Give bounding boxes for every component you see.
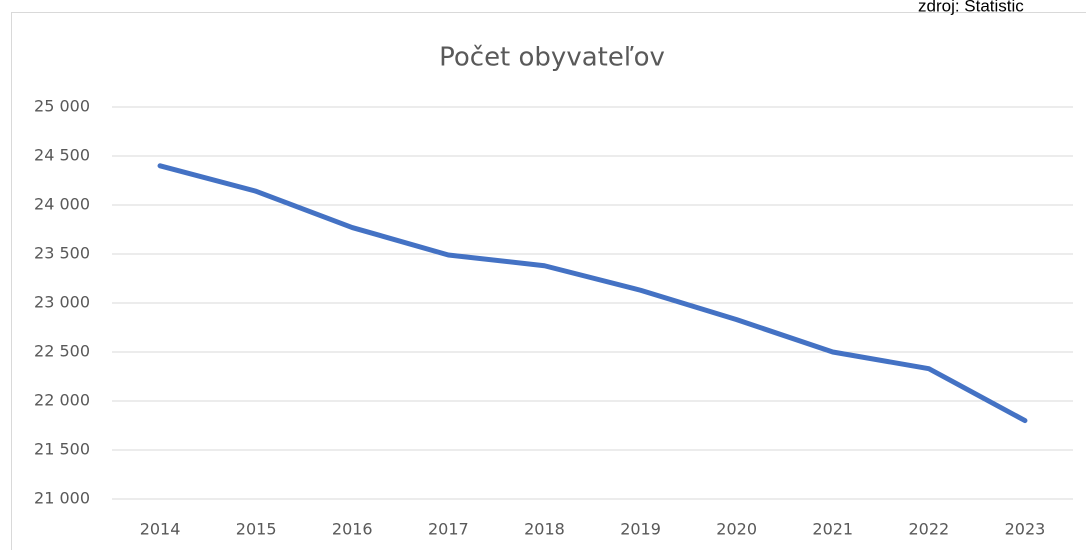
y-tick-label: 23 500 xyxy=(34,244,90,263)
y-tick-label: 21 000 xyxy=(34,489,90,508)
y-tick-label: 25 000 xyxy=(34,97,90,116)
x-tick-label: 2017 xyxy=(428,520,469,539)
x-tick-label: 2019 xyxy=(620,520,661,539)
chart-title: Počet obyvateľov xyxy=(439,43,665,73)
x-tick-label: 2015 xyxy=(236,520,277,539)
x-tick-label: 2014 xyxy=(140,520,181,539)
y-tick-label: 22 500 xyxy=(34,342,90,361)
x-tick-label: 2020 xyxy=(716,520,757,539)
x-tick-label: 2021 xyxy=(812,520,853,539)
source-note: zdroj: Statistic xyxy=(918,0,1024,15)
x-tick-label: 2018 xyxy=(524,520,565,539)
series-line xyxy=(157,163,1028,424)
x-tick-label: 2016 xyxy=(332,520,373,539)
y-tick-label: 24 500 xyxy=(34,146,90,165)
x-tick-label: 2023 xyxy=(1005,520,1046,539)
y-tick-label: 23 000 xyxy=(34,293,90,312)
x-tick-label: 2022 xyxy=(908,520,949,539)
y-tick-label: 21 500 xyxy=(34,440,90,459)
y-tick-label: 24 000 xyxy=(34,195,90,214)
y-tick-label: 22 000 xyxy=(34,391,90,410)
chart-border xyxy=(11,12,1086,550)
